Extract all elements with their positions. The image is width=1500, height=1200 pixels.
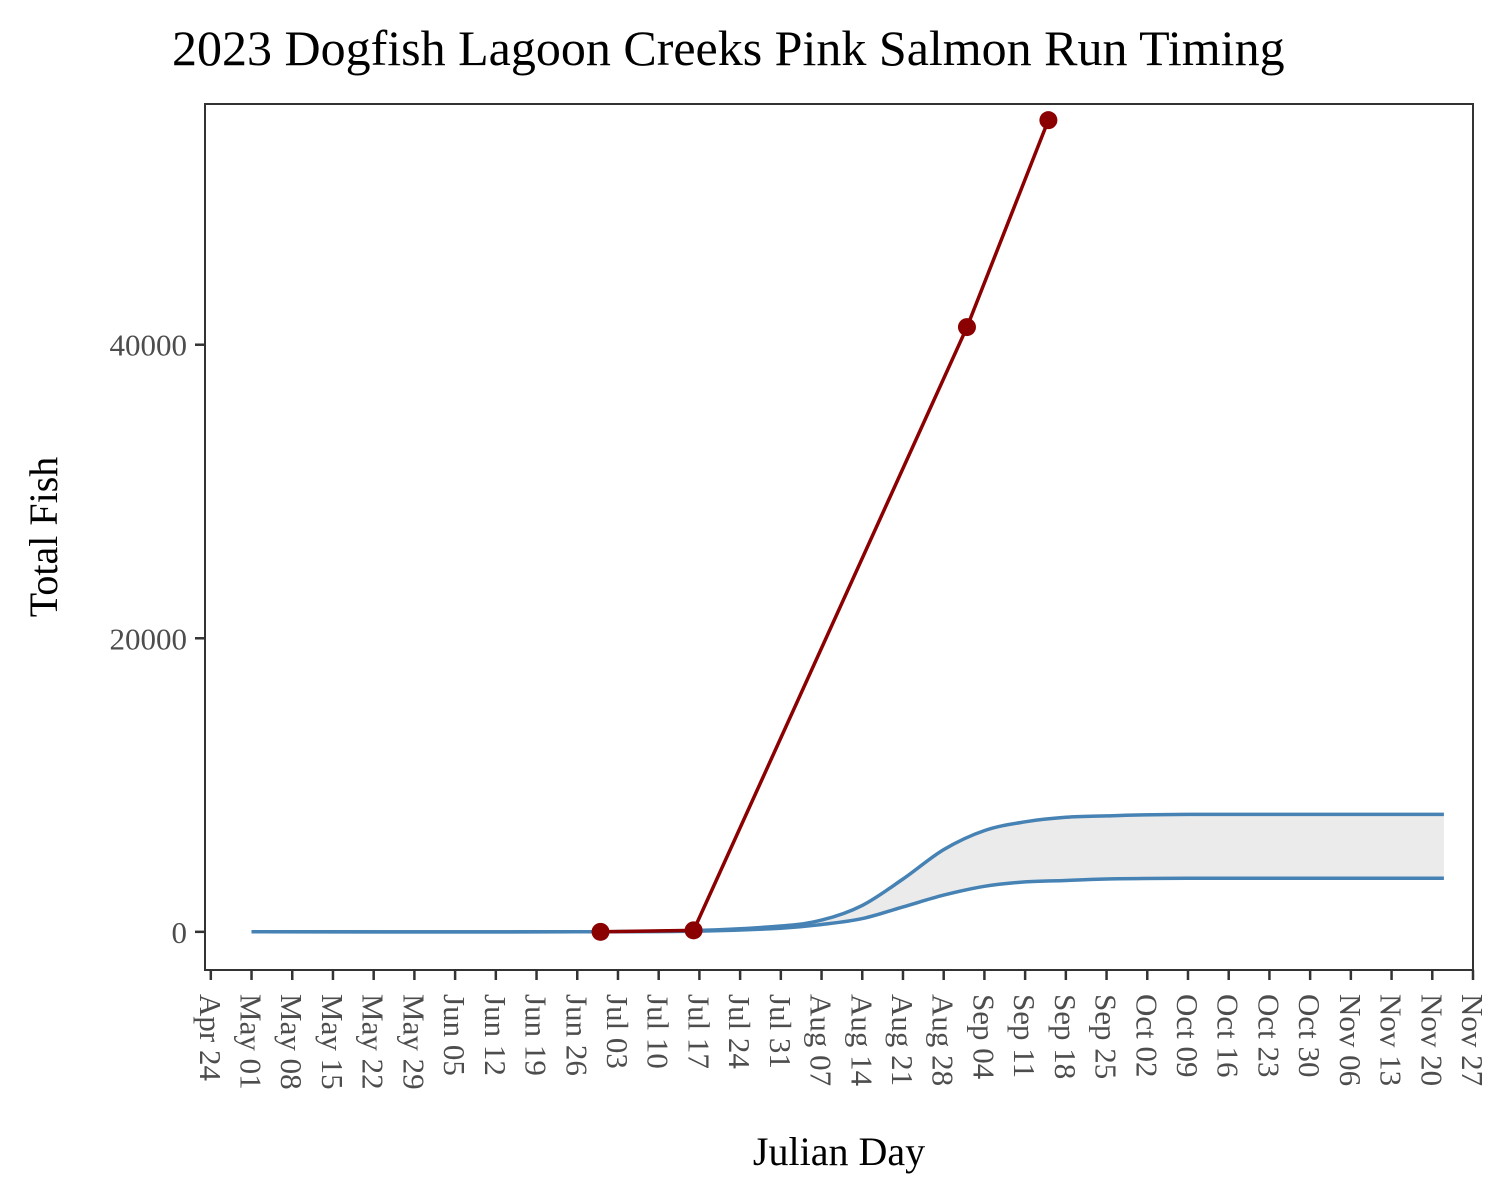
- x-tick-label: Sep 11: [1007, 994, 1042, 1078]
- y-tick-label: 40000: [110, 328, 188, 363]
- x-tick-label: May 22: [356, 994, 391, 1090]
- x-tick-label: Jul 17: [681, 994, 716, 1069]
- x-tick-label: Nov 06: [1333, 994, 1368, 1086]
- x-tick-label: Jul 31: [763, 994, 798, 1069]
- x-tick-label: Jul 03: [600, 994, 635, 1069]
- x-tick-label: Oct 02: [1129, 994, 1164, 1078]
- y-tick-label: 0: [172, 915, 188, 950]
- observed-point: [591, 922, 610, 941]
- plot-border: [204, 103, 1474, 971]
- x-tick-label: Nov 20: [1414, 994, 1449, 1086]
- x-tick-label: Aug 21: [885, 994, 920, 1086]
- x-axis-title: Julian Day: [753, 1129, 925, 1174]
- x-tick-label: Apr 24: [193, 994, 228, 1081]
- observed-line: [600, 119, 1051, 934]
- x-tick-label: Aug 14: [844, 994, 879, 1087]
- x-tick-label: Oct 16: [1211, 994, 1246, 1078]
- x-tick-label: Oct 09: [1170, 994, 1205, 1078]
- x-tick-label: Jul 24: [722, 994, 757, 1069]
- expected-lower-line: [251, 876, 1444, 934]
- y-axis: 0 20000 40000: [110, 328, 205, 950]
- x-tick-label: May 01: [234, 994, 269, 1090]
- y-tick-label: 20000: [110, 621, 188, 656]
- x-tick-label: Jun 26: [559, 994, 594, 1076]
- plot-area: [251, 111, 1444, 941]
- x-tick-label: May 29: [396, 994, 431, 1090]
- x-tick-label: Oct 23: [1251, 994, 1286, 1078]
- x-tick-label: Nov 27: [1455, 994, 1490, 1086]
- x-tick-label: Jun 12: [478, 994, 513, 1076]
- chart-title: 2023 Dogfish Lagoon Creeks Pink Salmon R…: [172, 20, 1285, 76]
- x-tick-label: Jun 05: [437, 994, 472, 1076]
- expected-band: [251, 814, 1444, 932]
- observed-point: [957, 318, 976, 337]
- x-tick-label: Jul 10: [641, 994, 676, 1069]
- x-tick-label: Aug 07: [804, 994, 839, 1086]
- x-tick-label: Oct 30: [1292, 994, 1327, 1078]
- x-tick-label: Nov 13: [1374, 994, 1409, 1086]
- observed-point: [1039, 111, 1058, 130]
- observed-point: [684, 921, 703, 940]
- x-axis: Apr 24 May 01 May 08 May 15 May 22 May 29 Jun …: [193, 970, 1490, 1090]
- x-tick-label: Sep 18: [1048, 994, 1083, 1079]
- x-tick-label: May 08: [274, 994, 309, 1090]
- x-tick-label: Jun 19: [519, 994, 554, 1076]
- y-axis-title: Total Fish: [21, 457, 66, 618]
- x-tick-label: Sep 04: [966, 994, 1001, 1080]
- x-tick-label: Sep 25: [1089, 994, 1124, 1079]
- x-tick-label: May 15: [315, 994, 350, 1090]
- x-tick-label: Aug 28: [926, 994, 961, 1086]
